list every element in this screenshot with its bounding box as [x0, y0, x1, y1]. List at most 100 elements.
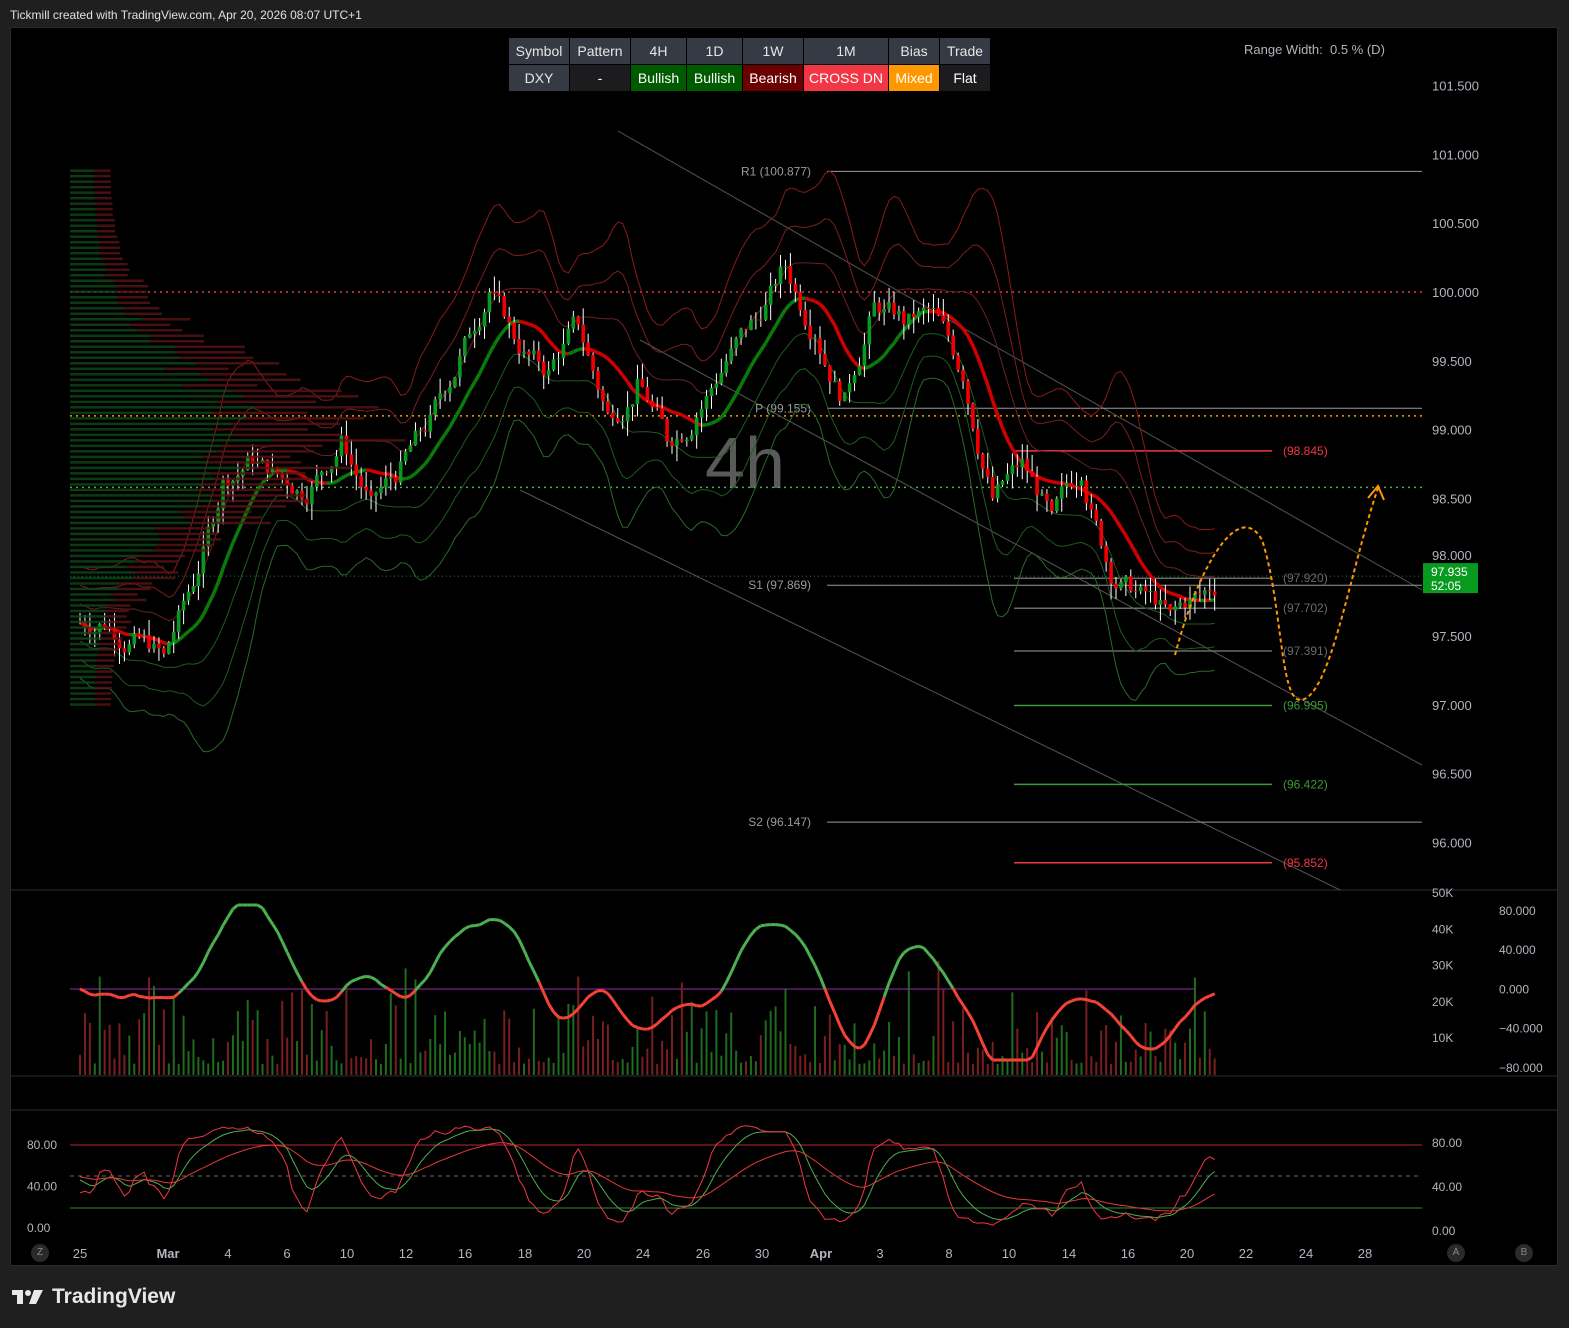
candle-body [1010, 465, 1015, 475]
time-tick: 6 [283, 1246, 290, 1261]
stoch-left-tick: 0.00 [27, 1221, 51, 1235]
candle-body [1094, 509, 1099, 521]
candle-body [635, 378, 640, 405]
momentum-line-segment [927, 952, 935, 961]
volume-profile-bar [70, 554, 140, 558]
volume-profile-bar [70, 191, 95, 194]
candle-body [532, 350, 536, 355]
candle-body [1015, 465, 1020, 468]
level-label: (95.852) [1283, 856, 1328, 870]
moving-average-segment [547, 339, 555, 348]
pivot-label: P (99.155) [755, 401, 811, 415]
momentum-line-segment [587, 992, 594, 999]
volume-bar [513, 1062, 516, 1075]
volume-profile-bar [70, 284, 117, 288]
volume-profile-bar [70, 362, 196, 365]
moving-average-segment [848, 354, 856, 364]
momentum-line-segment [951, 987, 960, 999]
volume-bar [429, 1038, 432, 1075]
time-tick: 18 [518, 1246, 532, 1261]
volume-bar [1001, 1056, 1004, 1075]
volume-profile-bar [70, 560, 136, 563]
candle-body [985, 468, 990, 477]
candle-body [892, 302, 896, 315]
candle-body [611, 412, 615, 419]
candle-body [601, 389, 605, 402]
scale-b-button[interactable]: B [1515, 1244, 1533, 1262]
volume-profile-bar [70, 174, 95, 178]
moving-average-segment [902, 323, 911, 332]
volume-profile-bar [70, 406, 256, 409]
candle-body [897, 311, 901, 315]
momentum-line-segment [626, 1019, 634, 1027]
momentum-line-segment [942, 972, 950, 982]
candle-body [902, 311, 906, 325]
table-header-symbol: Symbol [508, 37, 570, 65]
volume-bar [784, 989, 787, 1075]
moving-average-segment [187, 626, 195, 633]
moving-average-segment [764, 333, 773, 344]
momentum-line-segment [409, 989, 417, 997]
volume-profile-bar [175, 351, 246, 354]
volume-profile-bar [70, 543, 157, 547]
momentum-line-segment [582, 996, 590, 1004]
level-label: (97.391) [1283, 644, 1328, 658]
candle-body [142, 635, 146, 637]
volume-bar [705, 1011, 708, 1075]
volume-bar [848, 1059, 851, 1075]
momentum-line-segment [79, 987, 86, 993]
momentum-line-segment [1145, 1046, 1151, 1051]
oscillator-tick: 80.000 [1499, 904, 1536, 918]
auto-scale-button[interactable]: A [1447, 1244, 1465, 1262]
momentum-line-segment [448, 935, 456, 943]
moving-average-segment [1174, 592, 1181, 598]
candle-body [1114, 583, 1118, 589]
tradingview-logo[interactable]: TradingView [12, 1285, 175, 1309]
candle-body [872, 302, 877, 317]
momentum-line-segment [216, 924, 225, 936]
channel-line-upper [617, 130, 1423, 591]
moving-average-segment [661, 405, 668, 412]
momentum-line-segment [656, 1018, 664, 1025]
volume-profile-bar [239, 466, 352, 470]
candle-body [1104, 545, 1108, 562]
volume-profile-bar [95, 681, 112, 684]
momentum-line-segment [330, 996, 338, 1002]
momentum-line-segment [760, 923, 766, 928]
candle-body [1005, 474, 1010, 481]
volume-bar [217, 1062, 220, 1075]
moving-average-segment [611, 362, 620, 371]
candle-body [186, 591, 191, 601]
volume-profile-bar [125, 312, 162, 316]
volume-profile-bar [135, 560, 179, 563]
volume-bar [893, 1056, 895, 1075]
volume-profile-bar [70, 257, 102, 260]
momentum-line-segment [1140, 1044, 1147, 1050]
moving-average-segment [340, 474, 348, 480]
time-tick: 8 [945, 1246, 952, 1261]
momentum-line-segment [818, 976, 827, 990]
moving-average-segment [705, 421, 713, 427]
volume-profile-bar [110, 593, 138, 596]
volume-bar [1179, 1059, 1182, 1075]
volume-bar [621, 1059, 624, 1075]
moving-average-segment [966, 335, 975, 347]
moving-average-segment [1179, 594, 1186, 601]
volume-bar [1203, 1011, 1206, 1075]
table-header-bias: Bias [888, 37, 940, 65]
table-value-symbol: DXY [508, 64, 570, 92]
candle-body [685, 439, 689, 442]
volume-bar [1070, 1059, 1073, 1075]
volume-profile-bar [70, 527, 156, 530]
momentum-line-segment [498, 918, 506, 925]
momentum-line-segment [872, 1010, 881, 1026]
candle-body [517, 339, 521, 354]
zoom-reset-button[interactable]: Z [31, 1244, 49, 1262]
candle-body [887, 302, 891, 309]
volume-profile-bar [70, 565, 127, 569]
volume-profile-bar [70, 323, 131, 327]
candle-body [694, 417, 699, 436]
volume-bar [547, 1057, 550, 1075]
volume-bar [789, 1043, 792, 1075]
